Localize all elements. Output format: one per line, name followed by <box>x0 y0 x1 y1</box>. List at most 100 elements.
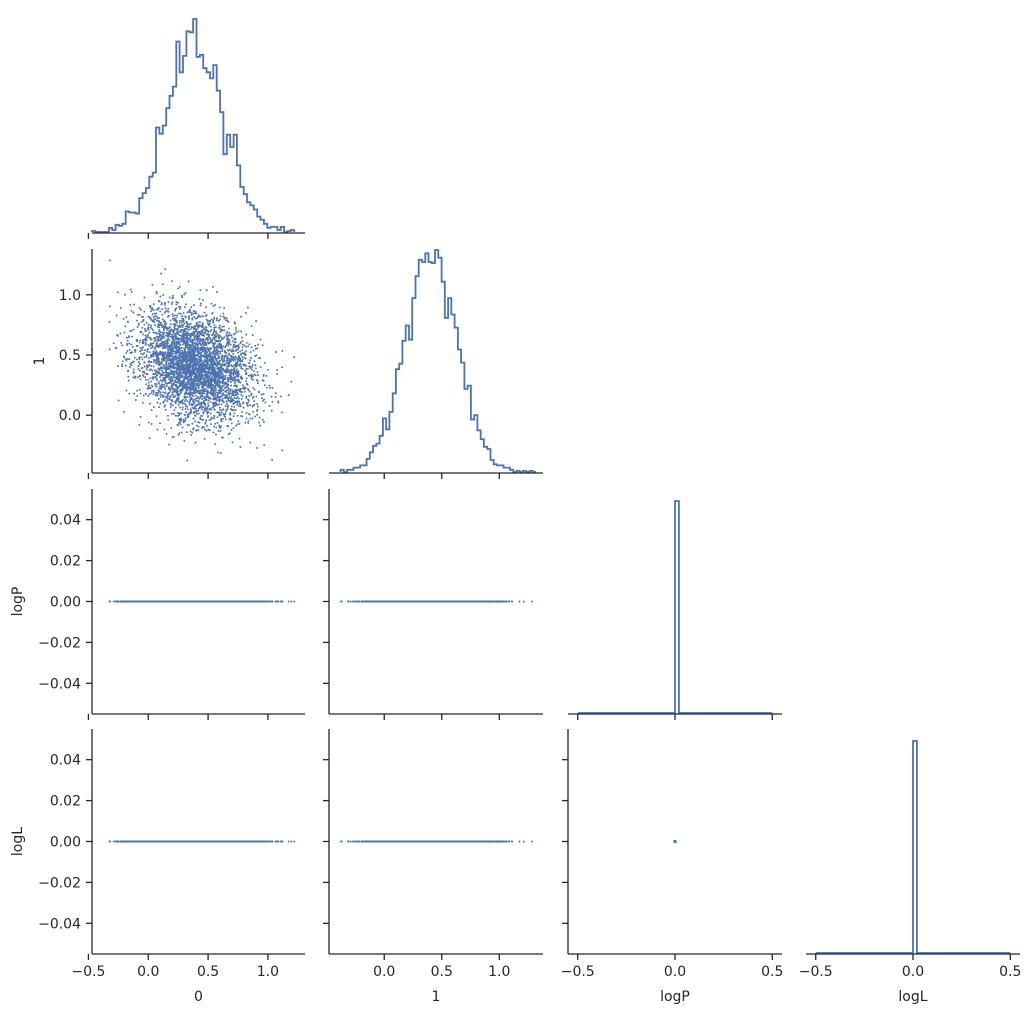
scatter-point <box>157 372 160 375</box>
scatter-point <box>128 358 131 361</box>
scatter-point <box>212 304 215 307</box>
scatter-point <box>147 421 150 424</box>
scatter-point <box>164 268 167 271</box>
scatter-point <box>196 328 199 331</box>
scatter-point <box>155 369 158 372</box>
scatter-point <box>185 303 188 306</box>
scatter-point <box>142 394 145 397</box>
scatter-point <box>227 344 230 347</box>
scatter-point <box>196 331 199 334</box>
scatter-point <box>169 345 172 348</box>
scatter-point <box>124 364 127 367</box>
scatter-point <box>197 412 200 415</box>
scatter-point <box>191 317 194 320</box>
scatter-point <box>138 313 141 316</box>
scatter-point <box>178 285 181 288</box>
scatter-point <box>209 383 212 386</box>
scatter-point <box>192 370 195 373</box>
scatter-point <box>190 313 193 316</box>
scatter-point <box>279 395 282 398</box>
scatter-point <box>216 380 219 383</box>
scatter-point <box>222 312 225 315</box>
scatter-point <box>165 382 168 385</box>
scatter-point <box>176 324 179 327</box>
scatter-point <box>175 316 178 319</box>
scatter-point <box>245 367 248 370</box>
scatter-point <box>213 342 216 345</box>
scatter-point <box>171 357 174 360</box>
y-tick-label: 1.0 <box>59 288 81 304</box>
scatter-point <box>203 311 206 314</box>
scatter-point <box>205 328 208 331</box>
scatter-point <box>252 349 255 352</box>
scatter-point <box>235 424 238 427</box>
scatter-point <box>206 361 209 363</box>
scatter-point <box>244 350 247 353</box>
scatter-point <box>169 370 172 373</box>
scatter-point <box>154 371 157 374</box>
scatter-point <box>199 356 202 359</box>
scatter-point <box>219 359 221 362</box>
scatter-point <box>241 415 244 418</box>
scatter-point <box>192 304 195 307</box>
scatter-point <box>179 344 182 346</box>
scatter-point <box>230 381 232 383</box>
scatter-point <box>156 342 158 345</box>
scatter-point <box>196 353 199 356</box>
scatter-point <box>135 340 138 343</box>
scatter-point <box>225 361 228 364</box>
scatter-point <box>214 394 217 396</box>
scatter-point <box>176 314 179 317</box>
scatter-point <box>293 600 296 603</box>
scatter-point <box>234 329 237 332</box>
scatter-point <box>183 322 186 325</box>
scatter-point <box>237 380 240 383</box>
scatter-point <box>172 365 175 368</box>
scatter-point <box>199 364 202 367</box>
scatter-point <box>156 428 159 431</box>
scatter-point <box>234 378 237 381</box>
scatter-point <box>183 413 186 416</box>
scatter-point <box>252 386 255 389</box>
scatter-point <box>108 305 111 308</box>
scatter-point <box>142 375 145 378</box>
scatter-point <box>218 306 221 309</box>
scatter-point <box>230 369 233 372</box>
scatter-point <box>176 360 179 363</box>
scatter-point <box>218 403 221 406</box>
scatter-point <box>230 400 233 403</box>
scatter-point <box>192 353 195 356</box>
scatter-point <box>141 342 144 345</box>
scatter-point <box>214 350 217 352</box>
scatter-point <box>181 365 184 368</box>
scatter-point <box>189 338 192 341</box>
scatter-point <box>157 307 160 310</box>
scatter-point <box>203 334 206 337</box>
scatter-point <box>263 444 266 447</box>
scatter-point <box>134 350 137 353</box>
scatter-point <box>218 334 221 337</box>
scatter-point <box>234 365 237 368</box>
scatter-point <box>249 441 252 444</box>
scatter-point <box>194 310 197 313</box>
scatter-point <box>117 399 120 402</box>
scatter-point <box>205 350 208 353</box>
scatter-point <box>160 361 163 364</box>
scatter-point <box>257 374 260 377</box>
scatter-point <box>207 323 210 326</box>
scatter-point <box>182 329 185 332</box>
scatter-point <box>119 332 122 335</box>
scatter-point <box>108 321 111 324</box>
scatter-point <box>138 322 140 325</box>
scatter-point <box>188 393 191 396</box>
scatter-point <box>238 422 241 425</box>
scatter-point <box>181 385 184 388</box>
scatter-point <box>249 359 251 362</box>
scatter-point <box>200 414 202 417</box>
scatter-point <box>243 344 246 347</box>
scatter-point <box>265 374 268 377</box>
scatter-point <box>183 377 186 380</box>
scatter-point <box>271 458 274 461</box>
scatter-point <box>233 412 236 415</box>
scatter-point <box>133 348 136 351</box>
